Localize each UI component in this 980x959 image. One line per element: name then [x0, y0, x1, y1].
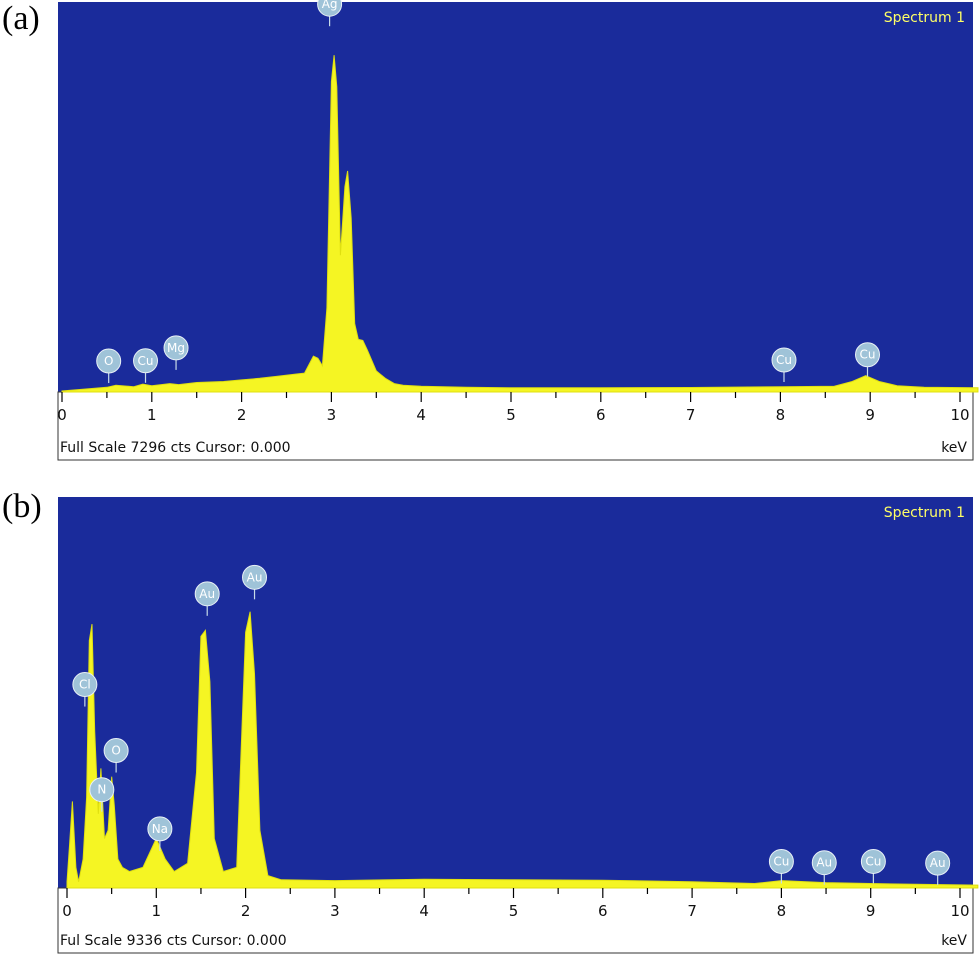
panel-label-b: (b)	[2, 488, 42, 525]
full-scale-readout: Ful Scale 9336 cts Cursor: 0.000	[60, 933, 287, 949]
x-tick-label: 8	[777, 902, 787, 920]
peak-marker-circle	[147, 816, 173, 842]
peak-marker-circle	[242, 564, 268, 590]
x-tick-label: 2	[237, 406, 247, 424]
spectrum-area	[66, 611, 979, 889]
peak-marker-circle	[163, 335, 189, 361]
spectrum-panel-a: Spectrum 1 0 1 2 3 4 5 6 7 8 9 10 Full Scale 7296 ct…	[57, 0, 979, 461]
x-tick-label: 9	[865, 406, 875, 424]
spectrum-area	[61, 55, 979, 393]
plot-area	[58, 2, 973, 392]
peak-label: Cu	[138, 354, 154, 368]
legend-spectrum-label: Spectrum 1	[884, 505, 965, 521]
peak-label: Au	[816, 856, 832, 870]
peak-label: Na	[152, 822, 168, 836]
panel-label-a: (a)	[2, 0, 40, 37]
x-tick-label: 5	[506, 406, 516, 424]
peak-label: N	[97, 783, 106, 797]
x-tick-label: 1	[152, 902, 162, 920]
x-tick-label: 0	[57, 406, 67, 424]
peak-label: Cl	[79, 678, 91, 692]
x-tick-label: 10	[950, 406, 969, 424]
peak-marker-circle	[317, 0, 343, 17]
peak-marker-circle	[855, 342, 881, 368]
x-tick-label: 4	[416, 406, 426, 424]
x-tick-label: 8	[776, 406, 786, 424]
peak-marker-circle	[768, 848, 794, 874]
peak-marker-circle	[89, 777, 115, 803]
peak-marker-circle	[103, 738, 129, 764]
peak-marker-circle	[96, 348, 122, 374]
full-scale-readout: Full Scale 7296 cts Cursor: 0.000	[60, 440, 291, 456]
peak-label: Au	[199, 587, 215, 601]
x-tick-label: 6	[596, 406, 606, 424]
peak-label: O	[104, 354, 113, 368]
x-tick-label: 7	[687, 902, 697, 920]
peak-marker-circle	[860, 848, 886, 874]
peak-label: Au	[247, 570, 263, 584]
peak-label: Ag	[322, 0, 338, 11]
peak-marker-circle	[925, 850, 951, 876]
x-tick-label: 5	[509, 902, 519, 920]
peak-label: Cu	[776, 353, 792, 367]
x-tick-label: 3	[330, 902, 340, 920]
x-tick-label: 9	[866, 902, 876, 920]
x-tick-label: 1	[147, 406, 157, 424]
peak-label: Au	[930, 856, 946, 870]
x-tick-label: 2	[241, 902, 251, 920]
x-tick-label: 0	[62, 902, 72, 920]
peak-label: Cu	[773, 854, 789, 868]
peak-marker-circle	[133, 348, 159, 374]
peak-marker-circle	[72, 672, 98, 698]
spectrum-panel-b: Spectrum 1 0 1 2 3 4 5 6 7 8 9 10 Ful Scale 9336 cts…	[57, 497, 979, 954]
peak-marker-circle	[194, 581, 220, 607]
x-tick-label: 6	[598, 902, 608, 920]
x-axis-unit: keV	[941, 440, 967, 456]
peak-label: Mg	[167, 341, 185, 355]
legend-spectrum-label: Spectrum 1	[884, 10, 965, 26]
x-tick-label: 7	[686, 406, 696, 424]
peak-label: Cu	[865, 854, 881, 868]
peak-label: O	[111, 744, 120, 758]
peak-label: Cu	[860, 348, 876, 362]
x-tick-label: 3	[327, 406, 337, 424]
x-axis-unit: keV	[941, 933, 967, 949]
peak-marker-circle	[811, 850, 837, 876]
x-tick-label: 4	[419, 902, 429, 920]
axis-band	[57, 391, 974, 461]
peak-marker-circle	[771, 347, 797, 373]
x-tick-label: 10	[950, 902, 969, 920]
axis-band	[57, 887, 974, 954]
